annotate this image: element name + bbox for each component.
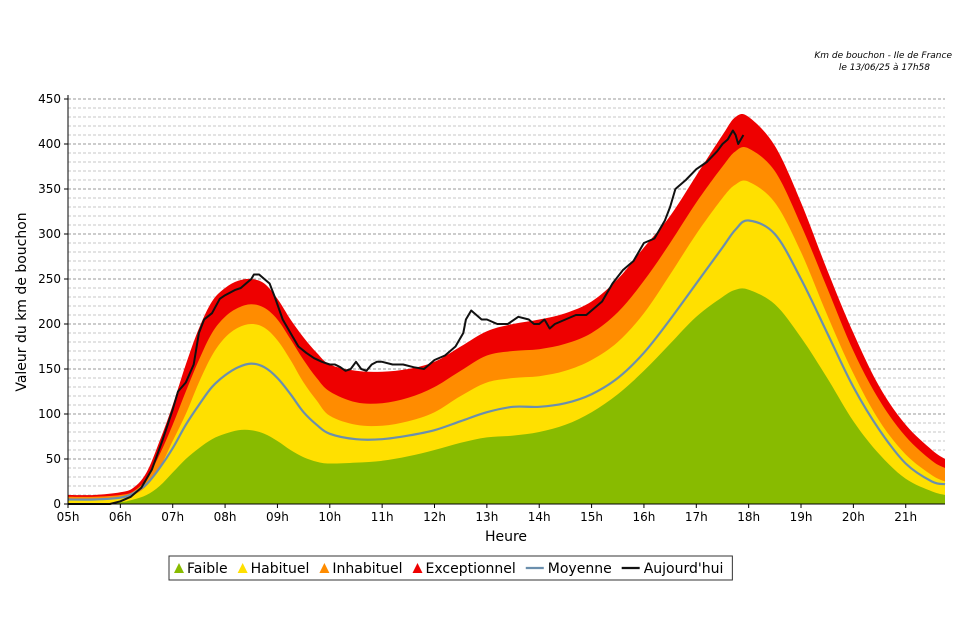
x-tick-label: 14h bbox=[528, 510, 551, 524]
line-series bbox=[67, 129, 946, 505]
legend-label: Moyenne bbox=[548, 561, 612, 577]
x-tick-label: 09h bbox=[266, 510, 289, 524]
legend-item-inhabituel: Inhabituel bbox=[319, 561, 403, 577]
legend-item-moyenne: Moyenne bbox=[525, 561, 612, 577]
chart-title-line-2: le 13/06/25 à 17h58 bbox=[839, 63, 930, 73]
x-tick-label: 13h bbox=[475, 510, 498, 524]
area-faible bbox=[68, 288, 945, 505]
legend-swatch bbox=[319, 563, 330, 573]
x-tick-labels: 05h 06h 07h 08h 09h 10h 11h 12h 13h 14h 15h 16h 17h 1… bbox=[57, 504, 917, 524]
x-tick-label: 08h bbox=[214, 510, 237, 524]
legend-label: Exceptionnel bbox=[426, 561, 516, 577]
x-tick-label: 05h bbox=[57, 510, 80, 524]
legend-label: Aujourd'hui bbox=[644, 561, 724, 577]
legend-label: Inhabituel bbox=[332, 561, 402, 577]
x-tick-label: 11h bbox=[371, 510, 394, 524]
legend-item-habituel: Habituel bbox=[237, 561, 310, 577]
y-tick-label: 400 bbox=[38, 137, 61, 151]
x-tick-label: 06h bbox=[109, 510, 132, 524]
legend: Faible Habituel Inhabituel Exceptionnel Moye… bbox=[168, 555, 733, 581]
legend-item-exceptionnel: Exceptionnel bbox=[412, 561, 516, 577]
chart-title: Km de bouchon - Ile de France le 13/06/2… bbox=[814, 51, 952, 73]
legend-box bbox=[168, 555, 733, 581]
legend-swatch bbox=[412, 563, 423, 573]
x-tick-label: 07h bbox=[161, 510, 184, 524]
x-tick-label: 21h bbox=[894, 510, 917, 524]
y-tick-label: 150 bbox=[38, 362, 61, 376]
chart-title-line-1: Km de bouchon - Ile de France bbox=[814, 51, 952, 61]
x-tick-label: 10h bbox=[318, 510, 341, 524]
legend-swatch bbox=[237, 563, 248, 573]
legend-label: Faible bbox=[187, 561, 228, 577]
y-tick-label: 250 bbox=[38, 272, 61, 286]
x-tick-label: 16h bbox=[633, 510, 656, 524]
legend-swatch bbox=[174, 563, 184, 573]
legend-item-faible: Faible bbox=[174, 561, 228, 577]
y-tick-labels: 0 50 100 150 200 250 300 350 400 450 bbox=[38, 92, 68, 511]
y-tick-label: 50 bbox=[46, 452, 61, 466]
y-axis-label: Valeur du km de bouchon bbox=[14, 212, 30, 391]
y-tick-label: 0 bbox=[53, 497, 61, 511]
y-tick-label: 300 bbox=[38, 227, 61, 241]
x-tick-label: 17h bbox=[685, 510, 708, 524]
y-tick-label: 350 bbox=[38, 182, 61, 196]
x-axis-label: Heure bbox=[485, 529, 527, 545]
x-tick-label: 18h bbox=[737, 510, 760, 524]
y-tick-label: 200 bbox=[38, 317, 61, 331]
area-series bbox=[68, 114, 945, 505]
x-tick-label: 12h bbox=[423, 510, 446, 524]
line-moyenne bbox=[67, 219, 946, 501]
line-aujourdhui bbox=[68, 129, 745, 505]
x-tick-label: 19h bbox=[790, 510, 813, 524]
y-tick-label: 100 bbox=[38, 407, 61, 421]
x-tick-label: 15h bbox=[580, 510, 603, 524]
legend-label: Habituel bbox=[251, 561, 310, 577]
axes bbox=[67, 95, 945, 505]
x-tick-label: 20h bbox=[842, 510, 865, 524]
legend-item-aujourdhui: Aujourd'hui bbox=[621, 561, 724, 577]
y-tick-label: 450 bbox=[38, 92, 61, 106]
